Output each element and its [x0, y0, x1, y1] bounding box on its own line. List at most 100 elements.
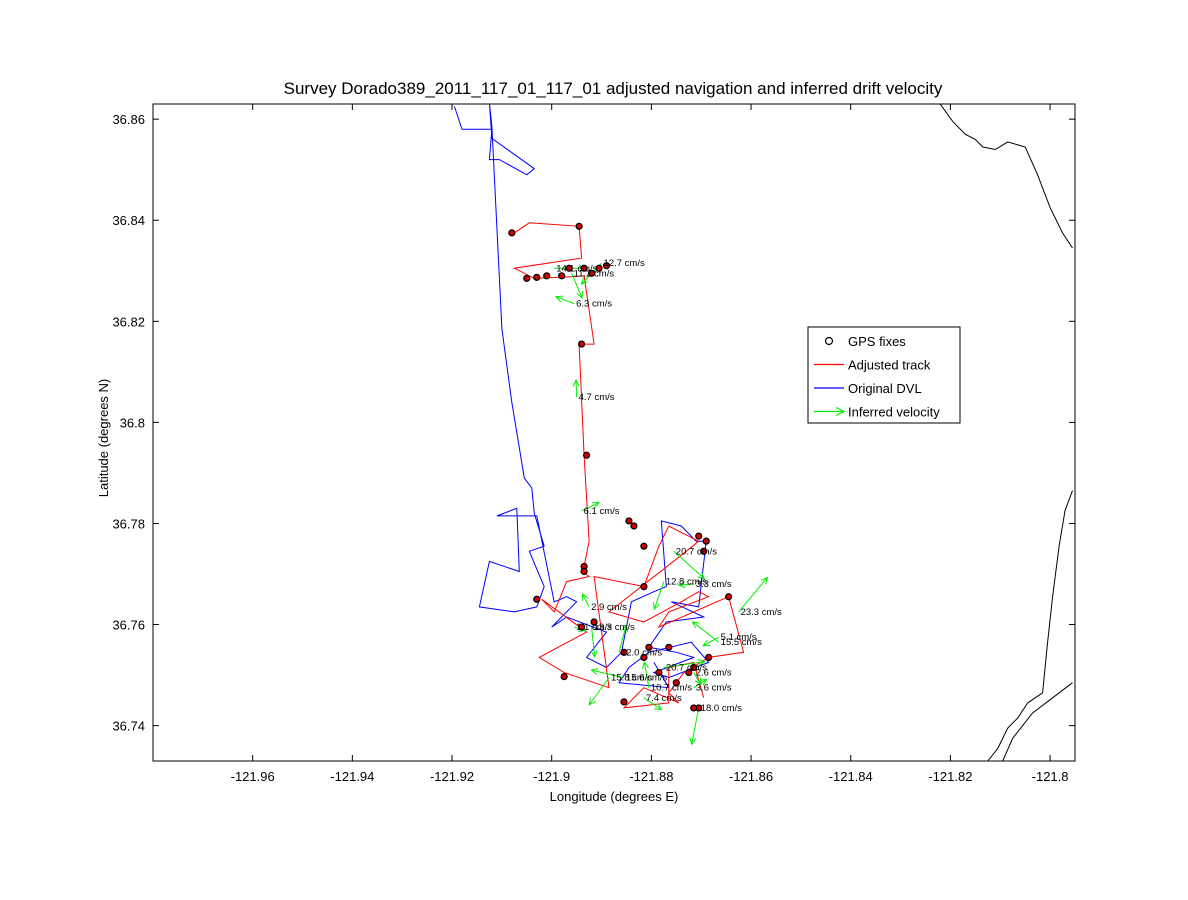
velocity-label: 4.7 cm/s	[579, 392, 615, 403]
plot-frame	[152, 103, 1076, 762]
legend-label: Inferred velocity	[848, 405, 940, 420]
gps-fix-marker	[575, 222, 583, 230]
gps-fix-marker	[587, 269, 596, 277]
gps-fix-marker	[533, 273, 541, 281]
x-tick-label: -121.94	[330, 769, 374, 784]
velocity-label: 12.7 cm/s	[604, 258, 645, 269]
gps-fix-marker	[620, 698, 628, 706]
gps-fix-marker	[625, 517, 633, 525]
y-axis-title: Latitude (degrees N)	[96, 379, 111, 498]
gps-fix-marker	[595, 264, 603, 272]
gps-fix-marker	[655, 668, 663, 677]
x-tick-label: -121.88	[629, 769, 673, 784]
gps-fix-marker	[672, 679, 680, 687]
x-axis-title: Longitude (degrees E)	[550, 789, 679, 804]
gps-fix-marker	[580, 567, 588, 576]
velocity-arrow	[738, 576, 769, 613]
gps-fix-marker	[523, 274, 531, 282]
velocity-label: 18.0 cm/s	[701, 703, 742, 714]
velocity-arrow	[588, 677, 610, 706]
gps-fix-marker	[620, 648, 628, 656]
coastline-segment	[987, 727, 1009, 761]
velocity-label: 6.3 cm/s	[576, 299, 612, 310]
gps-fix-marker	[582, 451, 591, 459]
x-tick-label: -121.9	[533, 769, 570, 784]
velocity-label: 15.6 cm/s	[626, 673, 667, 684]
gps-fix-marker	[578, 340, 586, 348]
velocity-labels: 14.1 cm/s11.2 cm/s12.7 cm/s 6.3 cm/s 4.7 c…	[556, 258, 782, 714]
velocity-label: 7.4 cm/s	[646, 693, 682, 704]
chart-title: Survey Dorado389_2011_117_01_117_01 adju…	[284, 79, 943, 98]
velocity-label: 5.1 cm/s	[721, 632, 757, 643]
y-tick-label: 36.8	[120, 415, 145, 430]
velocity-label: 15.5 cm/s	[721, 637, 762, 648]
velocity-label: 23.3 cm/s	[741, 607, 782, 618]
gps-fix-marker	[565, 264, 573, 272]
gps-fix-marker	[580, 264, 588, 272]
velocity-arrow	[571, 273, 583, 300]
original-dvl-line	[454, 104, 710, 689]
velocity-label: 20.7 cm/s	[676, 546, 717, 557]
velocity-label: 11.2 cm/s	[574, 268, 615, 279]
gps-fix-marker	[630, 522, 638, 530]
x-axis: -121.96 -121.94 -121.92 -121.9 -121.88 -121.8…	[231, 104, 1069, 784]
legend-box	[807, 326, 961, 424]
velocity-arrow	[689, 707, 700, 746]
coastline-segment	[939, 104, 1073, 249]
y-tick-label: 36.84	[112, 213, 145, 228]
x-tick-label: -121.82	[928, 769, 972, 784]
velocity-arrow	[643, 697, 663, 711]
gps-fix-marker	[640, 542, 648, 550]
velocity-arrow	[702, 636, 719, 647]
velocity-label: 1.1 cm/s	[576, 622, 612, 633]
gps-fix-marker	[685, 668, 693, 677]
gps-fix-marker	[690, 663, 698, 672]
legend-item: Original DVL	[814, 381, 922, 396]
gps-fix-marker	[725, 593, 733, 601]
gps-fix-marker	[645, 643, 653, 651]
y-tick-label: 36.86	[112, 112, 145, 127]
gps-fix-marker	[602, 262, 611, 270]
legend-item: GPS fixes	[824, 334, 906, 349]
legend: GPS fixes Adjusted track Original DVL Infer…	[807, 326, 961, 424]
gps-fix-marker	[578, 623, 586, 631]
velocity-arrow	[618, 624, 629, 653]
y-axis: 36.74 36.76 36.78 36.8 36.82 36.84 36.86	[112, 112, 1075, 734]
original-dvl-track	[454, 104, 710, 689]
velocity-label: 14.1 cm/s	[556, 263, 597, 274]
gps-fix-marker	[700, 547, 708, 555]
gps-fix-marker	[560, 673, 568, 681]
x-tick-label: -121.92	[430, 769, 474, 784]
gps-fix-marker	[705, 653, 713, 661]
velocity-label: 3.6 cm/s	[696, 683, 732, 694]
coastline-segment	[1007, 692, 1043, 729]
y-tick-label: 36.76	[112, 618, 145, 633]
velocity-arrow	[677, 581, 694, 589]
velocity-arrow	[691, 621, 719, 643]
velocity-label: 12.8 cm/s	[666, 577, 707, 588]
velocity-arrow	[590, 668, 625, 679]
coastline-segment	[1042, 546, 1060, 693]
velocity-label: 13.3 cm/s	[594, 622, 635, 633]
gps-fix-marker	[508, 229, 516, 237]
velocity-label: 10.7 cm/s	[651, 683, 692, 694]
gps-fix-marker	[558, 272, 566, 280]
velocity-label: 2.9 cm/s	[591, 602, 627, 613]
velocity-arrow	[582, 593, 590, 608]
legend-label: Original DVL	[848, 381, 922, 396]
legend-item: Inferred velocity	[814, 405, 940, 420]
legend-label: GPS fixes	[848, 334, 906, 349]
x-tick-label: -121.96	[231, 769, 275, 784]
y-tick-label: 36.74	[112, 719, 145, 734]
velocity-arrow	[693, 678, 708, 689]
gps-fix-marker	[702, 537, 710, 545]
velocity-label: 20.7 cm/s	[666, 663, 707, 674]
velocity-label: 15.8 cm/s	[611, 673, 652, 684]
velocity-label: 2.6 cm/s	[696, 668, 732, 679]
gps-fix-marker	[590, 618, 598, 626]
y-tick-label: 36.82	[112, 314, 145, 329]
gps-fix-marker	[543, 272, 551, 280]
velocity-arrow	[641, 660, 650, 688]
velocity-arrow	[554, 295, 575, 305]
